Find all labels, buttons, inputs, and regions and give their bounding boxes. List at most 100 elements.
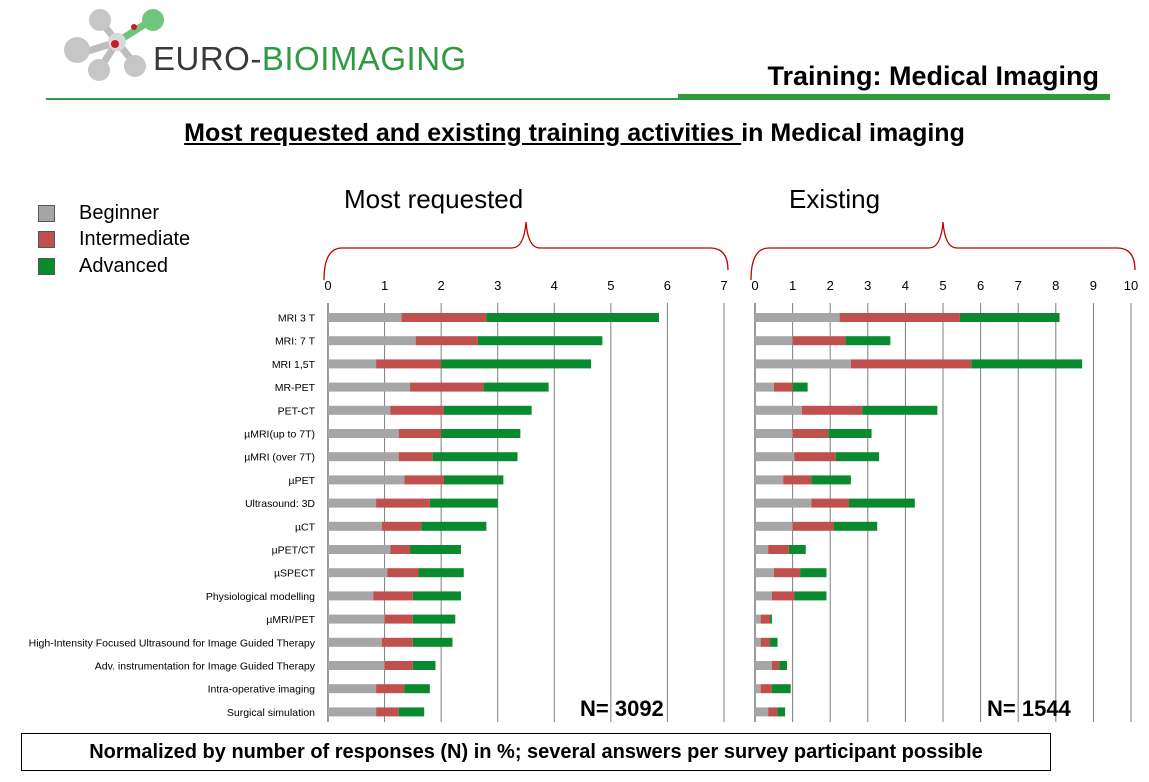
- bar-existing-advanced: [770, 637, 778, 647]
- bar-existing-beginner: [755, 684, 761, 694]
- bar-existing-intermediate: [768, 545, 789, 554]
- legend-label-beginner: Beginner: [79, 201, 160, 224]
- bar-existing-intermediate: [773, 382, 793, 392]
- bar-most-requested-beginner: [328, 359, 377, 369]
- bar-most-requested-beginner: [328, 382, 411, 392]
- bar-most-requested-advanced: [443, 405, 532, 415]
- bar-existing-beginner: [755, 568, 774, 578]
- x-tick-label-most-requested: 7: [720, 278, 727, 293]
- bar-existing-intermediate: [760, 614, 771, 624]
- bar-most-requested-advanced: [441, 359, 592, 369]
- bar-most-requested-beginner: [328, 336, 416, 346]
- bar-existing-intermediate: [771, 661, 780, 670]
- header-rule-accent: [678, 94, 1110, 100]
- x-tick-label-existing: 6: [977, 278, 984, 293]
- bar-most-requested-advanced: [441, 429, 521, 438]
- bar-most-requested-intermediate: [410, 382, 484, 392]
- bar-existing-advanced: [811, 475, 851, 485]
- bar-existing-advanced: [833, 521, 878, 531]
- bar-existing-beginner: [755, 661, 772, 670]
- bar-existing-advanced: [971, 359, 1083, 369]
- bar-existing-advanced: [794, 591, 827, 601]
- bar-most-requested-advanced: [398, 707, 425, 717]
- category-label: Intra-operative imaging: [208, 684, 316, 696]
- x-tick-label-existing: 2: [827, 278, 834, 293]
- bar-existing-beginner: [755, 313, 840, 322]
- bar-most-requested-intermediate: [404, 475, 444, 485]
- x-tick-label-most-requested: 6: [664, 278, 671, 293]
- header-rule: [46, 98, 1110, 100]
- bar-existing-advanced: [800, 568, 827, 578]
- category-label: High-Intensity Focused Ultrasound for Im…: [29, 637, 316, 649]
- category-label: MRI 1,5T: [272, 359, 316, 371]
- bar-most-requested-intermediate: [398, 429, 442, 438]
- bar-most-requested-advanced: [443, 475, 504, 485]
- x-tick-label-most-requested: 0: [324, 278, 331, 293]
- chart-title-most-requested: Most requested: [344, 184, 524, 214]
- bar-most-requested-beginner: [328, 614, 385, 624]
- bar-most-requested-intermediate: [381, 521, 422, 531]
- bar-most-requested-beginner: [328, 521, 382, 531]
- legend-label-intermediate: Intermediate: [79, 228, 191, 251]
- x-tick-label-existing: 4: [902, 278, 909, 293]
- logo-text-euro: EURO-: [153, 40, 262, 77]
- bar-existing-beginner: [755, 591, 772, 601]
- x-tick-label-most-requested: 4: [551, 278, 558, 293]
- bar-existing-beginner: [755, 452, 795, 462]
- x-tick-label-most-requested: 3: [494, 278, 501, 293]
- n-label-most-requested: N= 3092: [580, 696, 664, 721]
- bar-existing-beginner: [755, 637, 761, 647]
- bar-most-requested-intermediate: [387, 568, 419, 578]
- bar-most-requested-intermediate: [376, 498, 430, 508]
- bar-most-requested-advanced: [412, 661, 436, 670]
- bar-most-requested-advanced: [412, 637, 453, 647]
- bar-existing-advanced: [845, 336, 891, 346]
- bar-existing-intermediate: [792, 521, 834, 531]
- bar-existing-intermediate: [811, 498, 849, 508]
- legend-swatch-beginner: [38, 204, 55, 222]
- chart-legend: Beginner Intermediate Advanced: [38, 200, 190, 280]
- bar-existing-advanced: [792, 382, 808, 392]
- x-tick-label-existing: 3: [864, 278, 871, 293]
- bar-existing-advanced: [835, 452, 880, 462]
- slide-subtitle: Most requested and existing training act…: [0, 119, 1149, 148]
- bar-most-requested-intermediate: [381, 637, 413, 647]
- subtitle-underlined: Most requested and existing training act…: [184, 119, 742, 147]
- category-label: PET-CT: [278, 405, 316, 417]
- logo-wordmark: EURO-BIOIMAGING: [153, 40, 467, 78]
- bar-most-requested-beginner: [328, 498, 377, 508]
- bar-existing-intermediate: [760, 684, 772, 694]
- bar-most-requested-beginner: [328, 452, 399, 462]
- bar-existing-beginner: [755, 382, 774, 392]
- bar-existing-beginner: [755, 475, 784, 485]
- category-label: Surgical simulation: [227, 707, 315, 719]
- category-label: µMRI(up to 7T): [244, 429, 315, 441]
- bar-most-requested-intermediate: [376, 707, 399, 717]
- bar-most-requested-intermediate: [390, 405, 444, 415]
- category-label: µCT: [295, 521, 316, 533]
- bar-existing-intermediate: [783, 475, 812, 485]
- bar-existing-advanced: [849, 498, 915, 508]
- bar-existing-advanced: [862, 405, 938, 415]
- bar-most-requested-intermediate: [398, 452, 433, 462]
- bar-existing-advanced: [788, 545, 806, 554]
- x-tick-label-existing: 7: [1015, 278, 1022, 293]
- bar-existing-beginner: [755, 336, 793, 346]
- bar-existing-intermediate: [792, 336, 846, 346]
- footnote-box: Normalized by number of responses (N) in…: [21, 733, 1051, 771]
- x-tick-label-existing: 1: [789, 278, 796, 293]
- category-label: µMRI/PET: [266, 614, 315, 626]
- bar-most-requested-intermediate: [376, 359, 442, 369]
- bar-most-requested-intermediate: [415, 336, 478, 346]
- slide-title: Training: Medical Imaging: [767, 61, 1099, 91]
- bar-most-requested-beginner: [328, 591, 374, 601]
- x-tick-label-existing: 5: [939, 278, 946, 293]
- category-label: MRI: 7 T: [275, 336, 316, 348]
- x-tick-label-existing: 10: [1124, 278, 1138, 293]
- bar-most-requested-beginner: [328, 429, 399, 438]
- bar-existing-advanced: [779, 661, 787, 670]
- bar-most-requested-advanced: [418, 568, 464, 578]
- bar-most-requested-beginner: [328, 637, 382, 647]
- bar-existing-intermediate: [794, 452, 836, 462]
- logo-text-bioimaging: BIOIMAGING: [261, 40, 467, 77]
